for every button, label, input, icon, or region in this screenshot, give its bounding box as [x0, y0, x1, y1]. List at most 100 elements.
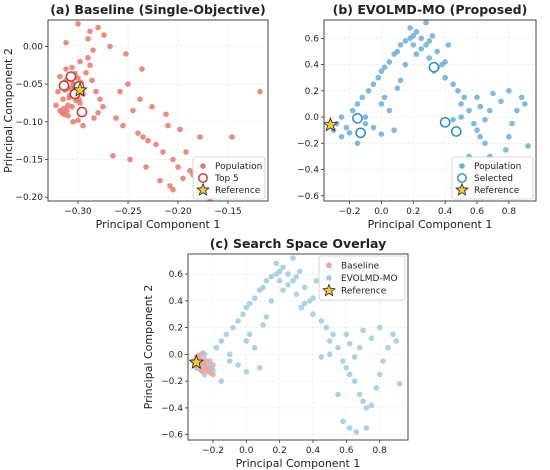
legend-label: Baseline — [341, 261, 380, 271]
data-point — [298, 304, 305, 311]
data-point — [368, 402, 375, 409]
data-point — [343, 124, 350, 131]
data-point — [353, 429, 360, 435]
data-point — [362, 114, 369, 120]
chart-title: (a) Baseline (Single-Objective) — [50, 2, 266, 17]
data-point — [390, 331, 396, 338]
data-point — [346, 129, 353, 136]
y-tick-label: 0.6 — [305, 34, 320, 44]
data-point — [359, 94, 366, 101]
x-tick-label: 0.0 — [374, 207, 389, 217]
x-tick-label: 0.6 — [339, 446, 354, 456]
data-point — [301, 300, 308, 307]
highlight-point — [355, 127, 367, 139]
legend-marker — [455, 182, 469, 196]
data-point — [123, 51, 129, 57]
data-point — [53, 102, 59, 109]
data-point — [110, 152, 116, 159]
data-point — [117, 88, 123, 95]
legend: Baseline EVOLMD-MO Reference — [318, 255, 406, 301]
data-point — [376, 371, 383, 378]
data-point — [75, 20, 81, 27]
y-tick-label: 0.4 — [305, 61, 320, 71]
data-point — [153, 141, 159, 148]
data-point — [113, 115, 119, 121]
data-point — [61, 111, 67, 118]
data-point — [246, 300, 253, 307]
data-point — [482, 140, 488, 147]
data-point — [396, 380, 403, 387]
y-tick-label: 0.00 — [23, 42, 43, 52]
data-point — [57, 107, 63, 114]
y-tick-label: −0.10 — [15, 118, 43, 128]
x-tick-label: 0.2 — [273, 446, 287, 456]
data-point — [363, 425, 370, 431]
data-point — [506, 133, 512, 140]
data-point — [63, 39, 69, 46]
data-point — [370, 81, 377, 88]
data-point — [506, 88, 512, 94]
y-tick-label: 0.6 — [169, 270, 184, 280]
data-point — [313, 277, 320, 284]
y-tick-label: −0.20 — [15, 193, 43, 203]
legend-marker — [459, 163, 465, 169]
data-point — [471, 120, 477, 127]
data-point — [97, 96, 103, 102]
chart-title: (c) Search Space Overlay — [210, 236, 386, 251]
data-point — [385, 344, 391, 351]
data-point — [301, 284, 308, 291]
data-point — [251, 295, 258, 301]
data-point — [402, 61, 409, 68]
y-tick-label: −0.4 — [161, 404, 183, 414]
legend-label: EVOLMD-MO — [341, 274, 398, 284]
x-tick-label: 0.0 — [239, 446, 254, 456]
data-point — [397, 77, 404, 84]
x-tick-label: 0.6 — [470, 207, 485, 217]
y-tick-label: −0.05 — [15, 80, 43, 90]
data-point — [90, 47, 96, 53]
data-point — [218, 338, 225, 344]
data-point — [100, 103, 106, 110]
data-point — [310, 295, 316, 301]
data-point — [230, 324, 236, 331]
data-point — [77, 58, 83, 65]
data-point — [60, 96, 66, 102]
data-point — [418, 35, 425, 42]
data-point — [363, 405, 370, 411]
data-point — [340, 358, 346, 364]
data-point — [210, 371, 216, 378]
x-tick-label: −0.20 — [164, 207, 192, 217]
data-point — [378, 131, 385, 137]
data-point — [378, 68, 385, 74]
data-point — [276, 268, 283, 275]
data-point — [397, 42, 404, 48]
data-point — [130, 107, 136, 114]
legend: Population Selected Reference — [451, 156, 534, 200]
data-point — [368, 335, 375, 342]
chart-title: (b) EVOLMD-MO (Proposed) — [333, 2, 528, 17]
y-tick-label: 0.4 — [169, 297, 184, 307]
legend-label: Top 5 — [214, 174, 239, 184]
data-point — [378, 101, 385, 107]
data-point — [251, 344, 258, 351]
data-point — [293, 291, 300, 297]
x-tick-label: 0.8 — [373, 446, 388, 456]
data-point — [107, 43, 113, 50]
data-point — [69, 64, 75, 71]
data-point — [413, 51, 420, 57]
data-point — [429, 32, 436, 39]
data-point — [343, 331, 350, 338]
legend-label: Population — [474, 162, 521, 172]
legend-label: Reference — [474, 186, 520, 196]
y-tick-label: −0.6 — [161, 431, 183, 441]
y-tick-label: −0.15 — [15, 156, 43, 166]
data-point — [95, 24, 101, 31]
data-point — [139, 66, 145, 72]
data-point — [149, 103, 155, 110]
data-point — [280, 287, 286, 293]
panel-2: −0.2 0.0 0.2 0.4 0.6 0.8 0.6 0.4 0.2 0.0 −0.2 −0.4 −… — [142, 236, 409, 470]
data-point — [423, 42, 429, 48]
axes-frame — [47, 19, 269, 202]
data-point — [69, 103, 75, 110]
y-tick-label: −0.2 — [297, 139, 319, 149]
